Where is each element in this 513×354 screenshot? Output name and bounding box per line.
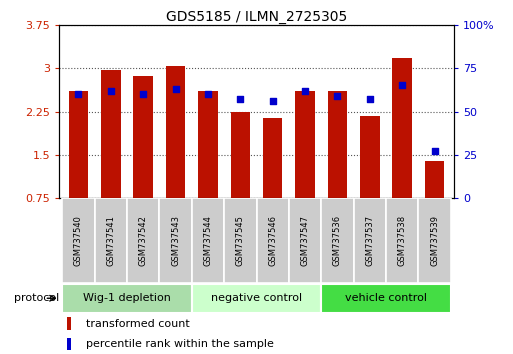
- Text: GSM737546: GSM737546: [268, 215, 277, 266]
- Bar: [192, 284, 321, 313]
- Text: GSM737544: GSM737544: [204, 215, 212, 266]
- Bar: [289, 198, 321, 283]
- Text: GSM737542: GSM737542: [139, 215, 148, 266]
- Bar: [224, 198, 256, 283]
- Text: protocol: protocol: [14, 293, 60, 303]
- Bar: [321, 198, 353, 283]
- Point: [430, 149, 439, 154]
- Point: [333, 93, 342, 99]
- Text: negative control: negative control: [211, 293, 302, 303]
- Text: GSM737547: GSM737547: [301, 215, 309, 266]
- Point: [74, 91, 83, 97]
- Point: [269, 98, 277, 104]
- Bar: [62, 198, 94, 283]
- Bar: [256, 198, 289, 283]
- Bar: [295, 91, 315, 198]
- Point: [301, 88, 309, 93]
- Point: [171, 86, 180, 92]
- Bar: [94, 198, 127, 283]
- Text: GSM737541: GSM737541: [106, 215, 115, 266]
- Bar: [425, 161, 444, 198]
- Text: GSM737545: GSM737545: [236, 215, 245, 266]
- Bar: [192, 198, 224, 283]
- Text: Wig-1 depletion: Wig-1 depletion: [83, 293, 171, 303]
- Text: transformed count: transformed count: [86, 319, 190, 329]
- Bar: [101, 70, 121, 198]
- Point: [236, 97, 244, 102]
- Bar: [353, 198, 386, 283]
- Title: GDS5185 / ILMN_2725305: GDS5185 / ILMN_2725305: [166, 10, 347, 24]
- Bar: [263, 119, 282, 198]
- Bar: [69, 91, 88, 198]
- Bar: [166, 66, 185, 198]
- Text: GSM737536: GSM737536: [333, 215, 342, 266]
- Point: [107, 88, 115, 93]
- Bar: [127, 198, 160, 283]
- Text: GSM737537: GSM737537: [365, 215, 374, 266]
- Bar: [62, 284, 192, 313]
- Text: GSM737540: GSM737540: [74, 215, 83, 266]
- Bar: [360, 116, 380, 198]
- Text: percentile rank within the sample: percentile rank within the sample: [86, 339, 274, 349]
- Point: [366, 97, 374, 102]
- Bar: [419, 198, 451, 283]
- Text: GSM737543: GSM737543: [171, 215, 180, 266]
- Bar: [67, 318, 71, 330]
- Bar: [133, 76, 153, 198]
- Bar: [231, 112, 250, 198]
- Bar: [198, 91, 218, 198]
- Bar: [392, 58, 412, 198]
- Bar: [328, 91, 347, 198]
- Bar: [321, 284, 451, 313]
- Bar: [160, 198, 192, 283]
- Text: vehicle control: vehicle control: [345, 293, 427, 303]
- Point: [204, 91, 212, 97]
- Text: GSM737538: GSM737538: [398, 215, 407, 266]
- Point: [139, 91, 147, 97]
- Bar: [386, 198, 419, 283]
- Text: GSM737539: GSM737539: [430, 215, 439, 266]
- Bar: [67, 338, 71, 350]
- Point: [398, 82, 406, 88]
